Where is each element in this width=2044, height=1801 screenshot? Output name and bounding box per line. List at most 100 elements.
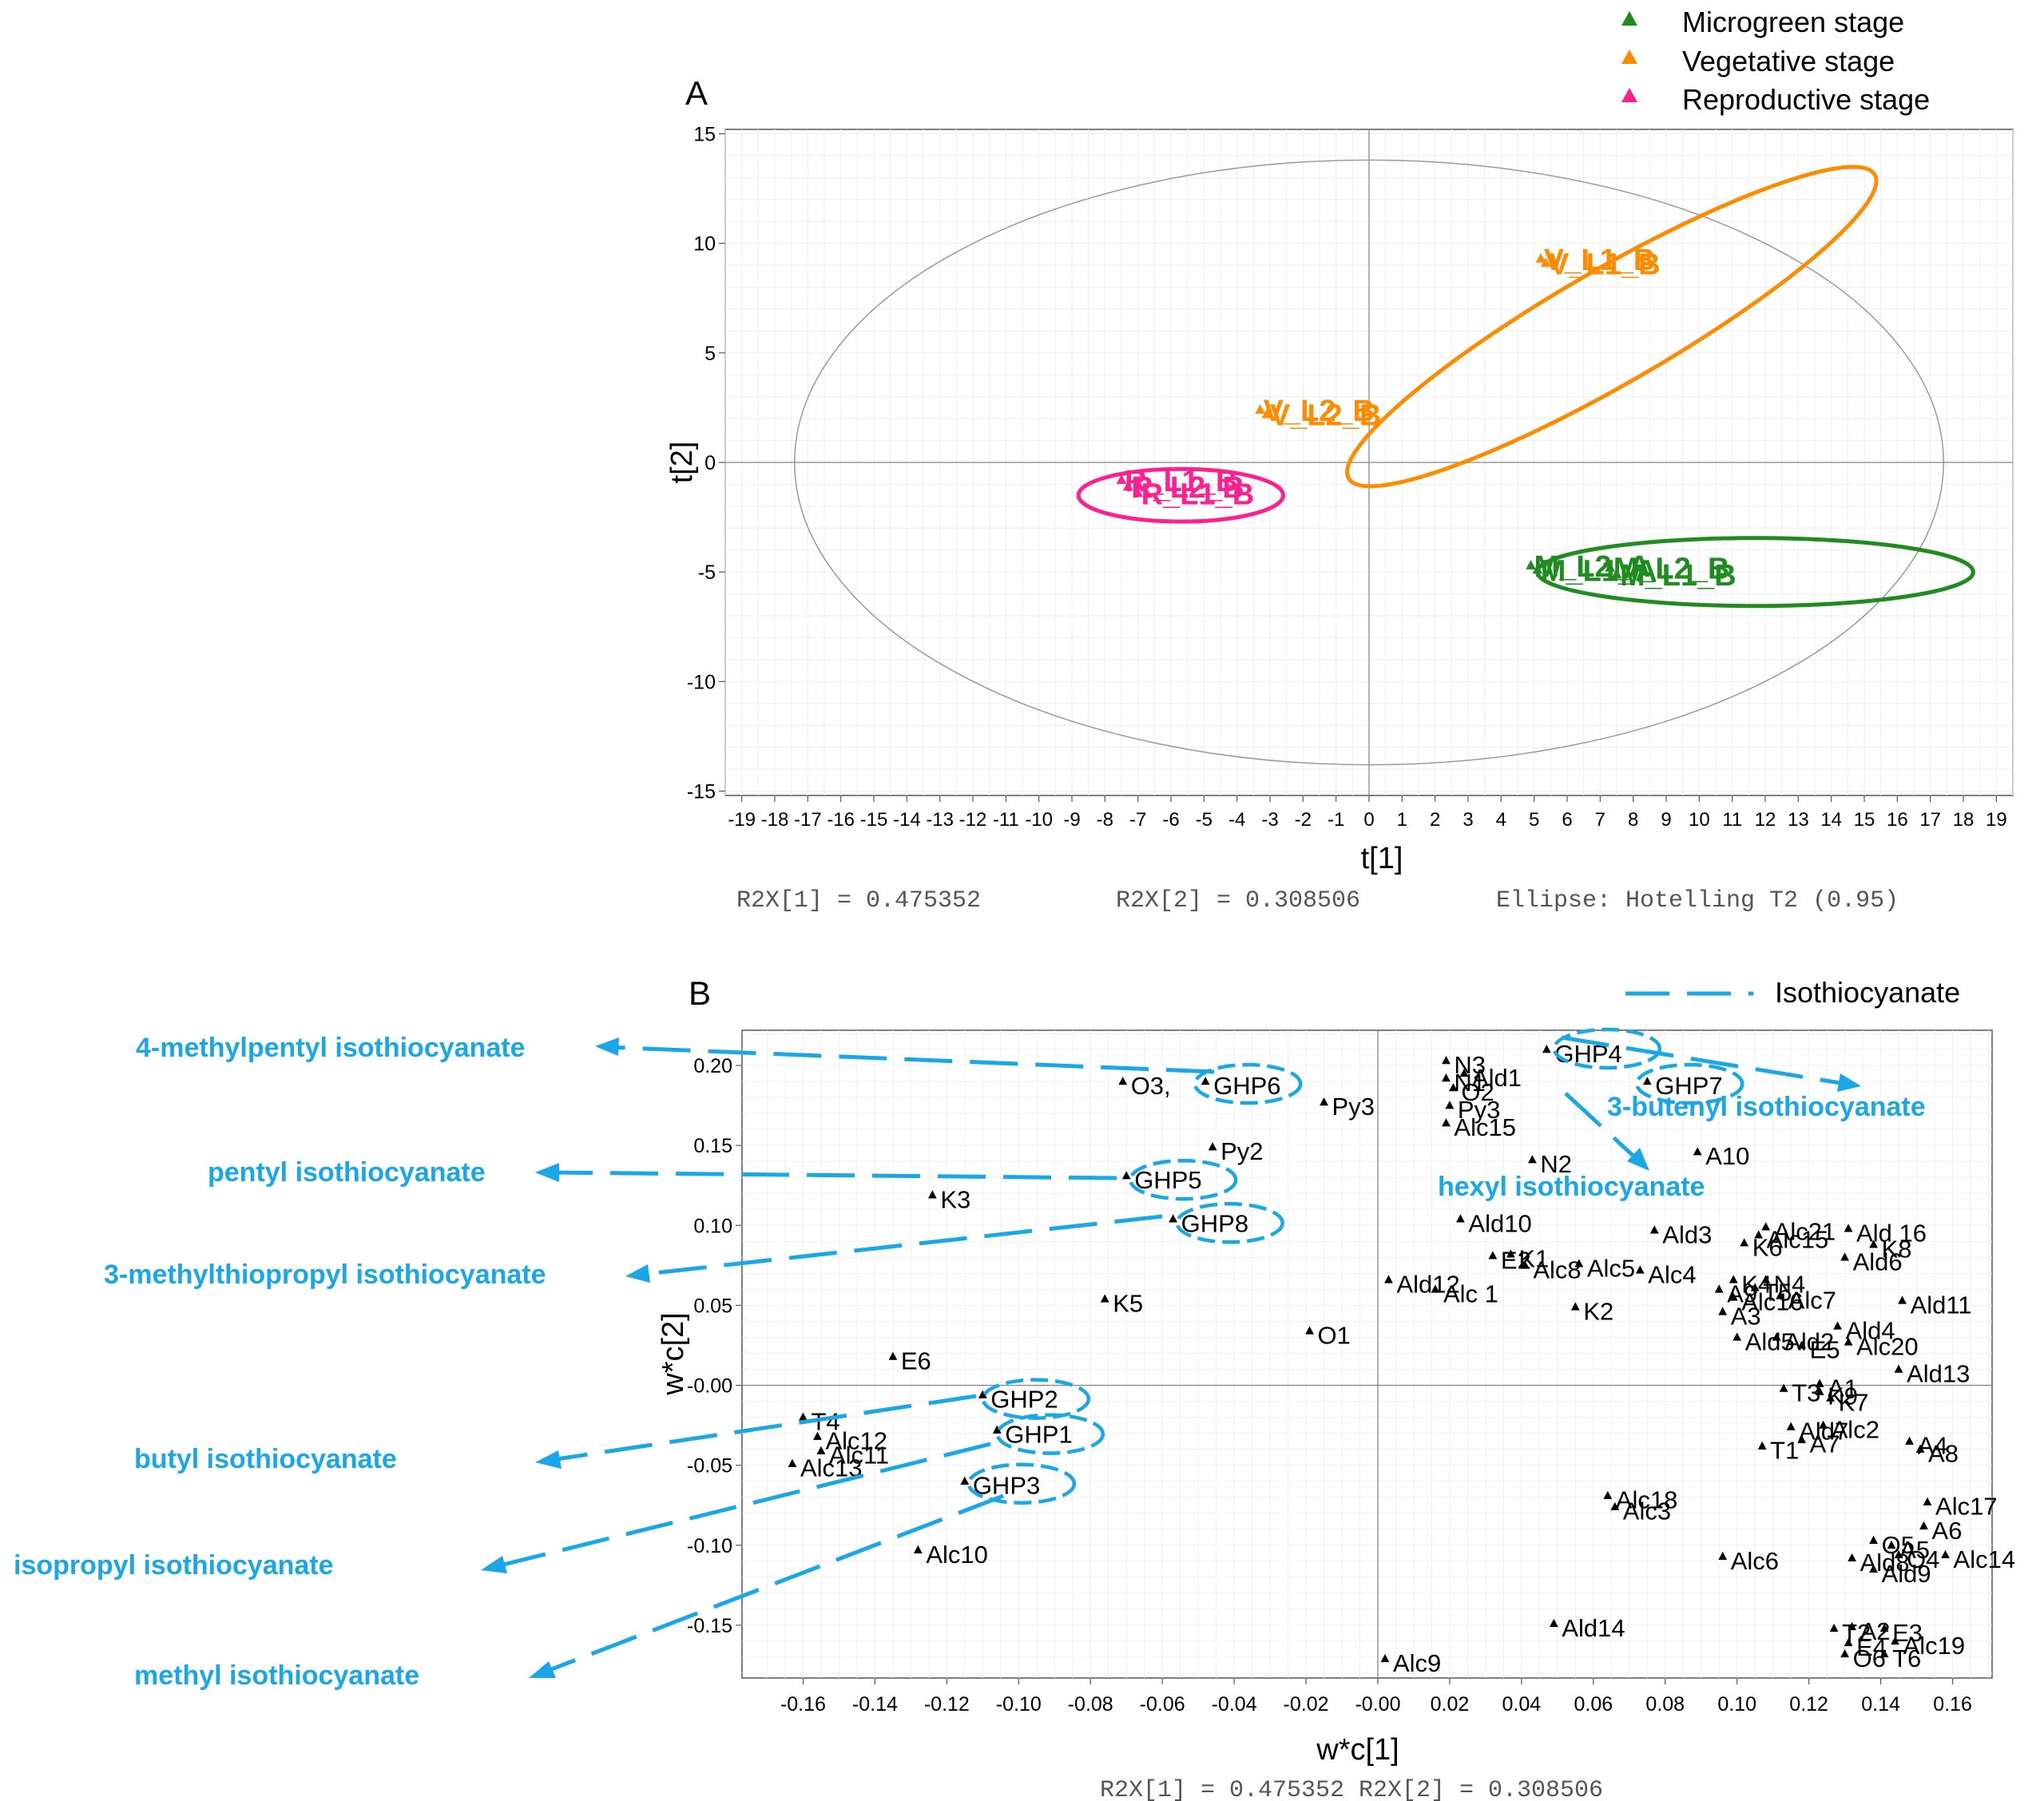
y-tick-label: -0.05 bbox=[687, 1455, 732, 1478]
x-tick-label: 11 bbox=[1722, 809, 1742, 831]
loading-label: Alc6 bbox=[1731, 1547, 1779, 1575]
x-tick-label: 0.08 bbox=[1645, 1693, 1685, 1716]
loading-point bbox=[1442, 1073, 1451, 1082]
panel-b-points: GHP6O3,GHP5GHP8Py2K3K5E6O1GHP2GHP1GHP3T4… bbox=[788, 1040, 2015, 1677]
loading-label: Alc2 bbox=[1832, 1416, 1879, 1444]
x-tick-label: -8 bbox=[1097, 809, 1113, 831]
isothiocyanate-ellipse bbox=[1128, 1158, 1238, 1201]
score-point bbox=[1261, 408, 1272, 419]
loading-point bbox=[1740, 1238, 1749, 1247]
y-tick-label: -10 bbox=[687, 671, 716, 693]
y-tick-label: 0.05 bbox=[693, 1295, 732, 1317]
loading-point bbox=[799, 1412, 808, 1421]
x-tick-label: 4 bbox=[1496, 809, 1506, 831]
loading-label: Alc17 bbox=[1935, 1493, 1998, 1521]
loading-label: Alc19 bbox=[1903, 1632, 1966, 1660]
loading-point bbox=[1320, 1097, 1328, 1106]
loading-label: K7 bbox=[1839, 1389, 1869, 1417]
x-tick-label: -0.08 bbox=[1068, 1693, 1113, 1716]
loading-label: Alc7 bbox=[1788, 1286, 1836, 1314]
arrow-3-butenyl bbox=[1561, 1035, 1846, 1086]
panel-a-r2x1: R2X[1] = 0.475352 bbox=[736, 887, 981, 914]
isothiocyanate-arrowheads bbox=[481, 1037, 1861, 1678]
loading-label: Alc11 bbox=[829, 1442, 889, 1470]
loading-label: N2 bbox=[1540, 1150, 1572, 1178]
loading-label: E2 bbox=[1501, 1246, 1531, 1274]
x-tick-label: 19 bbox=[1986, 809, 2007, 831]
x-tick-label: -16 bbox=[827, 809, 855, 831]
group-ellipse-1 bbox=[1076, 466, 1286, 524]
loading-label: Ald12 bbox=[1396, 1270, 1459, 1298]
arrow-pentyl bbox=[549, 1170, 1117, 1180]
score-label: R_L1_B bbox=[1125, 465, 1238, 498]
loading-point bbox=[1898, 1295, 1907, 1304]
loading-label: Ald10 bbox=[1468, 1209, 1531, 1237]
isothiocyanate-legend: Isothiocyanate bbox=[1625, 976, 1960, 1009]
loading-point bbox=[1772, 1332, 1781, 1341]
loading-point bbox=[1449, 1083, 1458, 1092]
callout-pentyl: pentyl isothiocyanate bbox=[208, 1157, 486, 1188]
isothiocyanate-ellipse bbox=[995, 1413, 1105, 1455]
loading-point bbox=[1442, 1056, 1451, 1065]
loading-label: Ald11 bbox=[1911, 1291, 1972, 1319]
loading-label: A7 bbox=[1810, 1430, 1840, 1458]
panel-a-zero-axes bbox=[725, 129, 2013, 795]
loading-label: T5 bbox=[1763, 1278, 1792, 1306]
x-tick-label: -6 bbox=[1162, 809, 1179, 831]
loading-label: A10 bbox=[1705, 1142, 1749, 1170]
y-tick-label: 10 bbox=[693, 233, 716, 256]
loading-point bbox=[913, 1545, 923, 1554]
panel-a-x-ticks: -19 -18 -17 -16 -15 -14 -13 -12 -11 -10 -9 -8 -7 -6 -5… bbox=[728, 795, 2007, 831]
panel-a: A V_L1_BV_L1_B V_L2_BV_L2_B R_L1_BR_L2_BR_… bbox=[665, 74, 2014, 914]
legend-marker-microgreen bbox=[1621, 11, 1637, 26]
x-tick-label: 18 bbox=[1953, 809, 1975, 831]
loading-point bbox=[1693, 1147, 1702, 1156]
score-point bbox=[1116, 474, 1127, 484]
loading-point bbox=[1894, 1364, 1903, 1373]
loading-label: N1 bbox=[1454, 1069, 1486, 1097]
loading-point bbox=[1718, 1307, 1728, 1315]
loading-point bbox=[1844, 1224, 1853, 1232]
isothiocyanate-ellipse bbox=[981, 1378, 1091, 1420]
loading-point bbox=[1919, 1521, 1928, 1529]
loading-point bbox=[1891, 1636, 1899, 1645]
callout-methyl: methyl isothiocyanate bbox=[134, 1660, 419, 1691]
arrow-butyl bbox=[550, 1394, 977, 1462]
loading-point bbox=[1848, 1553, 1857, 1562]
loading-label: A6 bbox=[1932, 1517, 1963, 1545]
x-tick-label: -13 bbox=[926, 809, 954, 831]
x-tick-label: 9 bbox=[1661, 809, 1671, 831]
panel-a-points: V_L1_BV_L1_B V_L2_BV_L2_B R_L1_BR_L2_BR_L1… bbox=[1116, 244, 1736, 593]
x-tick-label: 6 bbox=[1562, 809, 1572, 831]
loading-label: Ald 16 bbox=[1856, 1219, 1927, 1247]
x-tick-label: -7 bbox=[1129, 809, 1146, 831]
panel-b-letter: B bbox=[689, 974, 711, 1012]
y-tick-label: -0.10 bbox=[687, 1535, 732, 1557]
loading-point bbox=[1894, 1549, 1903, 1559]
loading-label: Ald4 bbox=[1846, 1316, 1895, 1344]
loading-point bbox=[1905, 1436, 1914, 1445]
x-tick-label: -0.10 bbox=[996, 1693, 1042, 1716]
score-label: R_L1_B bbox=[1141, 478, 1255, 511]
loading-point bbox=[1380, 1653, 1390, 1663]
x-tick-label: -11 bbox=[993, 809, 1019, 831]
score-point bbox=[1535, 252, 1546, 263]
loading-point bbox=[1797, 1340, 1807, 1349]
x-tick-label: 15 bbox=[1854, 809, 1875, 831]
loading-point bbox=[1915, 1444, 1925, 1453]
y-tick-label: -0.00 bbox=[687, 1375, 732, 1398]
y-tick-label: -0.15 bbox=[687, 1615, 732, 1637]
y-tick-label: 0.10 bbox=[693, 1215, 732, 1237]
loading-label: Alc3 bbox=[1623, 1498, 1671, 1525]
arrowhead-3-methylthiopropyl bbox=[625, 1264, 650, 1283]
panel-b-y-label: w*c[2] bbox=[657, 1312, 690, 1395]
loading-point bbox=[1442, 1118, 1451, 1127]
loading-point bbox=[888, 1351, 898, 1360]
loading-point bbox=[1786, 1422, 1796, 1430]
loading-point bbox=[1488, 1251, 1498, 1260]
callout-hexyl: hexyl isothiocyanate bbox=[1438, 1172, 1705, 1202]
loading-label: Alc20 bbox=[1856, 1332, 1919, 1360]
loading-label: Alc10 bbox=[926, 1541, 988, 1569]
x-tick-label: -19 bbox=[728, 809, 756, 831]
loading-label: A8 bbox=[1928, 1440, 1959, 1468]
